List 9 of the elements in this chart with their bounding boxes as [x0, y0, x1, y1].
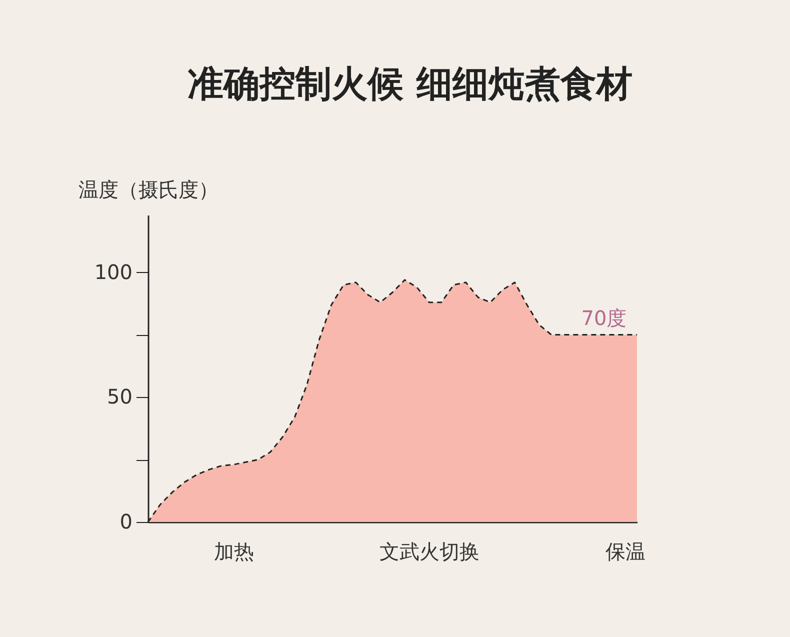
annotation: 70度 [581, 306, 627, 330]
y-tick-label: 50 [107, 384, 132, 409]
x-tick-label: 加热 [214, 540, 254, 564]
x-tick-label: 文武火切换 [380, 540, 480, 564]
y-tick-label: 0 [120, 510, 132, 534]
y-tick-label: 100 [94, 260, 132, 284]
chart-title: 准确控制火候 细细炖煮食材 [188, 64, 632, 105]
y-axis-title: 温度（摄氏度） [78, 178, 218, 202]
x-tick-label: 保温 [605, 540, 646, 564]
